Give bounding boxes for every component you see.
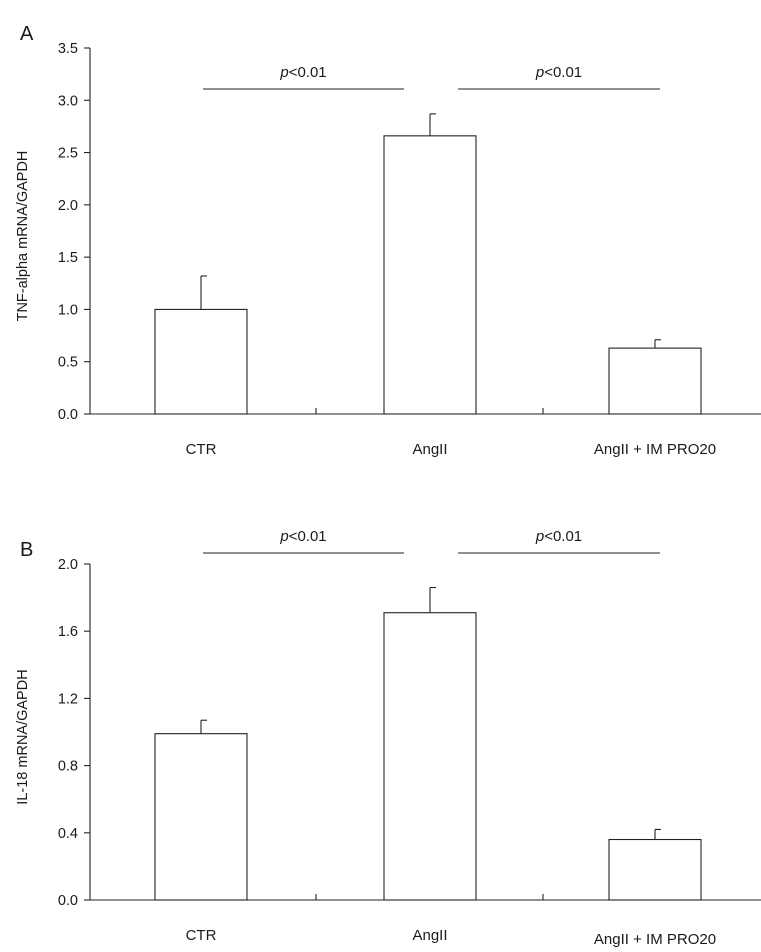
category-label: CTR [186, 927, 217, 944]
y-tick-label: 2.5 [58, 146, 78, 162]
significance-label: p<0.01 [535, 528, 582, 545]
y-tick-label: 0.5 [58, 355, 78, 371]
category-label: CTR [186, 441, 217, 458]
y-tick-label: 2.0 [58, 198, 78, 214]
bar [608, 838, 702, 901]
bar [608, 347, 702, 415]
category-label: AngII + IM PRO20 [594, 441, 716, 458]
y-tick-label: 3.0 [58, 93, 78, 109]
significance-label: p<0.01 [279, 64, 326, 81]
category-label: AngII + IM PRO20 [594, 931, 716, 948]
significance-label: p<0.01 [535, 64, 582, 81]
significance-label: p<0.01 [279, 528, 326, 545]
y-tick-label: 1.5 [58, 250, 78, 266]
y-tick-label: 0.8 [58, 759, 78, 775]
bar [154, 733, 248, 901]
y-tick-label: 2.0 [58, 557, 78, 573]
panel-a: A 0.0 0.5 1.0 1.5 2.0 2.5 3.0 3.5 TNF-alpha mRNA/… [15, 23, 761, 458]
y-tick-label: 3.5 [58, 41, 78, 57]
y-tick-label: 1.2 [58, 691, 78, 707]
bar [154, 308, 248, 415]
panel-label: B [20, 539, 33, 561]
y-tick-label: 0.4 [58, 826, 78, 842]
panel-b: B 0.0 0.4 0.8 1.2 1.6 2.0 IL-18 mRNA/GAPDH CTR An… [15, 528, 761, 948]
bar [383, 612, 477, 901]
y-tick-label: 0.0 [58, 407, 78, 423]
panel-label: A [20, 23, 34, 45]
y-tick-label: 1.6 [58, 624, 78, 640]
y-axis-label: IL-18 mRNA/GAPDH [15, 669, 31, 804]
y-axis-label: TNF-alpha mRNA/GAPDH [15, 151, 31, 322]
y-tick-label: 0.0 [58, 893, 78, 909]
y-tick-label: 1.0 [58, 302, 78, 318]
category-label: AngII [412, 441, 447, 458]
category-label: AngII [412, 927, 447, 944]
bar [383, 135, 477, 415]
